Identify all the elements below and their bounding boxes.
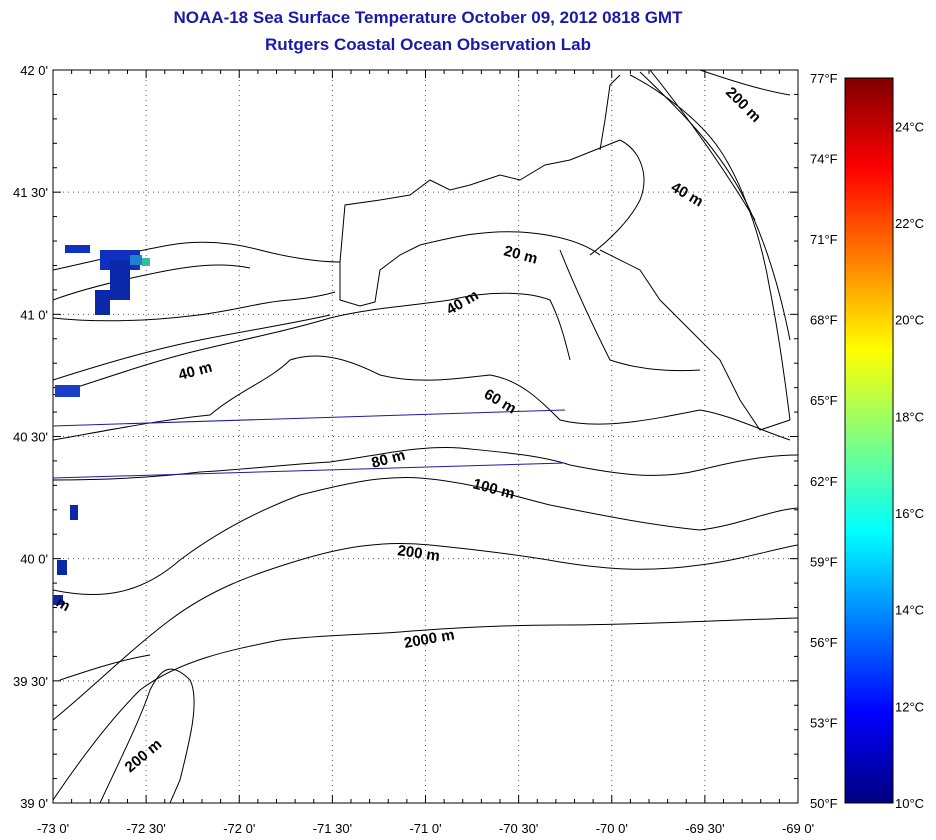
map-title: NOAA-18 Sea Surface Temperature October …: [173, 8, 683, 27]
celsius-label: 12°C: [895, 699, 924, 714]
lon-label: -71 30': [313, 821, 352, 836]
contour-200m: [53, 543, 798, 721]
lat-label: 41 0': [20, 307, 48, 322]
map-subtitle: Rutgers Coastal Ocean Observation Lab: [265, 35, 591, 54]
lat-label: 41 30': [13, 185, 48, 200]
coastline-cape-cod: [589, 139, 645, 256]
fahrenheit-label: 62°F: [810, 474, 838, 489]
ship-track-north: [53, 409, 566, 427]
fahrenheit-label: 74°F: [810, 152, 838, 167]
plot-frame: [52, 69, 799, 804]
colorbar: [844, 77, 894, 804]
contour-80m: [53, 447, 798, 481]
lat-label: 40 30': [13, 430, 48, 445]
lat-label: 40 0': [20, 552, 48, 567]
lon-label: -69 0': [782, 821, 814, 836]
fahrenheit-label: 56°F: [810, 635, 838, 650]
lon-label: -69 30': [685, 821, 724, 836]
celsius-label: 10°C: [895, 796, 924, 811]
lon-label: -72 30': [126, 821, 165, 836]
contour-40m: [53, 292, 571, 396]
longitude-labels: -73 0' -72 30' -72 0' -71 30' -71 0' -70 30' -…: [37, 821, 814, 836]
axis-ticks: [52, 69, 799, 804]
contour-60m: [53, 355, 791, 441]
fahrenheit-label: 53°F: [810, 715, 838, 730]
fahrenheit-label: 65°F: [810, 393, 838, 408]
celsius-labels: 24°C 22°C 20°C 18°C 16°C 14°C 12°C 10°C: [895, 119, 924, 811]
ship-track-south: [53, 462, 566, 479]
fahrenheit-label: 77°F: [810, 71, 838, 86]
celsius-label: 16°C: [895, 506, 924, 521]
fahrenheit-label: 50°F: [810, 796, 838, 811]
lon-label: -71 0': [409, 821, 441, 836]
fahrenheit-label: 71°F: [810, 232, 838, 247]
lon-label: -72 0': [223, 821, 255, 836]
sst-pixels: [53, 245, 150, 605]
coastline-long-island: [53, 291, 336, 322]
lat-label: 39 30': [13, 674, 48, 689]
fahrenheit-labels: 77°F 74°F 71°F 68°F 65°F 62°F 59°F 56°F 53°F 50°F: [810, 71, 838, 811]
celsius-label: 24°C: [895, 119, 924, 134]
celsius-label: 14°C: [895, 603, 924, 618]
fahrenheit-label: 59°F: [810, 554, 838, 569]
celsius-label: 22°C: [895, 216, 924, 231]
lon-label: -70 0': [596, 821, 628, 836]
contour-2000m: [53, 617, 798, 801]
coastline-new-england: [339, 139, 621, 263]
celsius-label: 20°C: [895, 313, 924, 328]
lat-label: 42 0': [20, 63, 48, 78]
lon-label: -73 0': [37, 821, 69, 836]
contour-100m: [53, 477, 798, 595]
celsius-label: 18°C: [895, 409, 924, 424]
fahrenheit-label: 68°F: [810, 313, 838, 328]
lon-label: -70 30': [499, 821, 538, 836]
lat-label: 39 0': [20, 796, 48, 811]
contour-label: 200 m: [396, 542, 440, 565]
latitude-labels: 42 0' 41 30' 41 0' 40 30' 40 0' 39 30' 39 0': [13, 63, 48, 811]
